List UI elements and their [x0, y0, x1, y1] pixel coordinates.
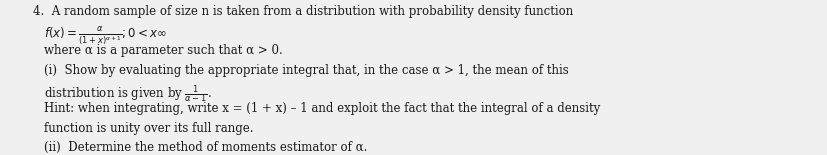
Text: 4.  A random sample of size n is taken from a distribution with probability dens: 4. A random sample of size n is taken fr… [33, 5, 572, 18]
Text: (i)  Show by evaluating the appropriate integral that, in the case α > 1, the me: (i) Show by evaluating the appropriate i… [45, 64, 568, 77]
Text: where α is a parameter such that α > 0.: where α is a parameter such that α > 0. [45, 44, 283, 57]
Text: (ii)  Determine the method of moments estimator of α.: (ii) Determine the method of moments est… [45, 141, 367, 154]
Text: distribution is given by $\frac{1}{\alpha-1}$.: distribution is given by $\frac{1}{\alph… [45, 83, 212, 105]
Text: Hint: when integrating, write x = (1 + x) – 1 and exploit the fact that the inte: Hint: when integrating, write x = (1 + x… [45, 102, 600, 115]
Text: function is unity over its full range.: function is unity over its full range. [45, 122, 254, 135]
Text: $f(x) = \frac{\alpha}{(1+x)^{\alpha+1}}; 0 < x\infty$: $f(x) = \frac{\alpha}{(1+x)^{\alpha+1}};… [45, 25, 167, 47]
